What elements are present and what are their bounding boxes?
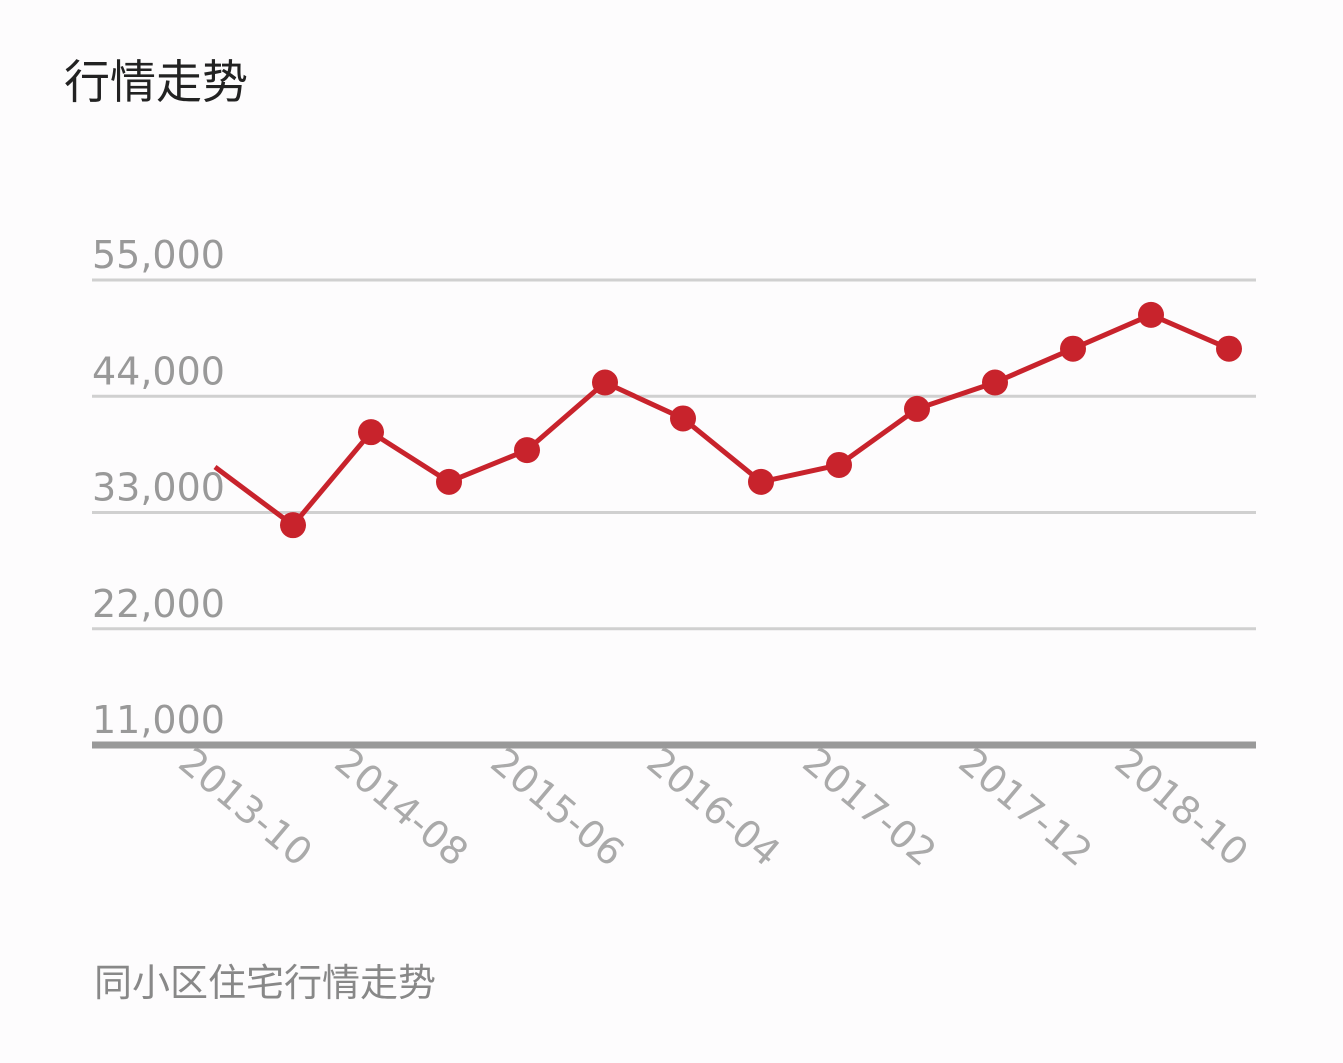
point xyxy=(358,419,384,446)
point xyxy=(1060,335,1086,362)
point xyxy=(514,437,540,464)
x-tick-label: 2014-08 xyxy=(327,739,477,875)
x-tick-label: 2013-10 xyxy=(171,739,321,875)
point xyxy=(436,468,462,495)
point xyxy=(592,369,618,396)
point xyxy=(982,369,1008,396)
point xyxy=(748,468,774,495)
point xyxy=(670,405,696,432)
series-line xyxy=(213,312,1230,529)
x-tick-label: 2017-12 xyxy=(951,739,1101,875)
y-tick-label: 55,000 xyxy=(92,233,225,277)
point xyxy=(826,451,852,478)
y-tick-label: 33,000 xyxy=(92,466,225,510)
point xyxy=(1216,335,1242,362)
y-tick-label: 22,000 xyxy=(92,582,225,626)
y-tick-label: 44,000 xyxy=(92,349,225,393)
y-tick-label: 11,000 xyxy=(92,698,225,742)
point xyxy=(280,512,306,539)
x-tick-label: 2015-06 xyxy=(483,739,633,875)
x-tick-label: 2018-10 xyxy=(1107,739,1257,875)
x-tick-label: 2016-04 xyxy=(639,739,789,875)
point xyxy=(904,395,930,422)
chart-footer: 同小区住宅行情走势 xyxy=(94,961,436,1005)
point xyxy=(1138,301,1164,328)
chart-title: 行情走势 xyxy=(64,55,248,109)
x-tick-label: 2017-02 xyxy=(795,739,945,875)
